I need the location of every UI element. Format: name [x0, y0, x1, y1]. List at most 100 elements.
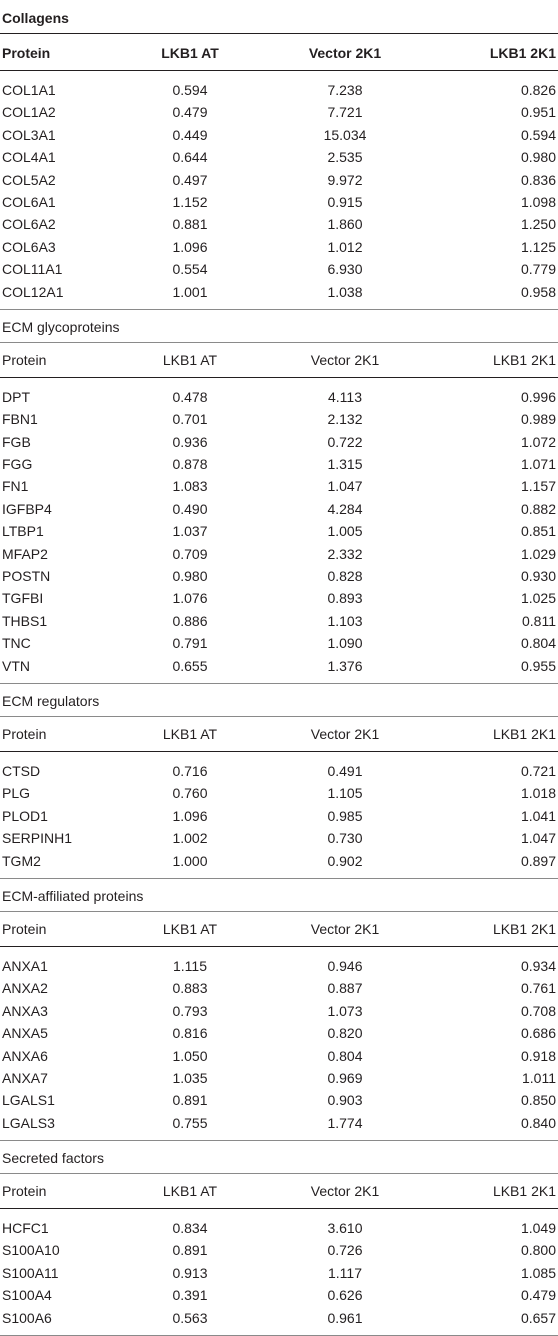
table-cell: 0.946 — [327, 957, 363, 974]
column-header-row: Protein LKB1 AT Vector 2K1 LKB1 2K1 — [0, 910, 558, 947]
table-cell: 0.800 — [520, 1242, 556, 1259]
table-row: COL6A1 1.152 0.915 1.098 — [0, 191, 558, 213]
table-cell: 1.001 — [172, 283, 208, 300]
section-rows: ANXA1 1.115 0.946 0.934 ANXA2 0.883 0.887 0.761… — [0, 947, 558, 1142]
table-cell: 1.315 — [327, 456, 363, 473]
table-cell: 0.449 — [172, 126, 208, 143]
table-cell: 0.969 — [327, 1069, 363, 1086]
table-cell: 0.891 — [172, 1092, 208, 1109]
table-cell: FGB — [2, 433, 31, 450]
section-rows: CTSD 0.716 0.491 0.721 PLG 0.760 1.105 1.018 PLO… — [0, 752, 558, 879]
table-cell: COL5A2 — [2, 171, 56, 188]
table-cell: VTN — [2, 657, 30, 674]
table-cell: 0.893 — [327, 590, 363, 607]
table-cell: 1.117 — [328, 1264, 362, 1281]
table-cell: CTSD — [2, 762, 41, 779]
table-cell: 0.478 — [172, 388, 208, 405]
column-header: LKB1 2K1 — [489, 45, 556, 61]
table-cell: 0.816 — [172, 1025, 208, 1042]
table-cell: 0.709 — [172, 545, 208, 562]
column-header: LKB1 AT — [161, 45, 219, 61]
table-cell: 1.096 — [172, 807, 208, 824]
table-cell: 1.152 — [172, 193, 208, 210]
table-cell: 0.730 — [327, 830, 363, 847]
table-cell: 0.828 — [327, 568, 363, 585]
table-row: ANXA3 0.793 1.073 0.708 — [0, 1000, 558, 1022]
table-cell: 2.132 — [327, 411, 363, 428]
table-cell: ANXA7 — [2, 1069, 48, 1086]
table-cell: 0.479 — [172, 104, 208, 121]
table-cell: 4.113 — [328, 388, 362, 405]
table-cell: COL6A3 — [2, 238, 56, 255]
column-header: Protein — [2, 45, 51, 61]
table-cell: 1.250 — [520, 216, 556, 233]
column-header: Vector 2K1 — [310, 1183, 380, 1200]
table-cell: TGM2 — [2, 852, 41, 869]
table-row: VTN 0.655 1.376 0.955 — [0, 655, 558, 677]
section-title: Collagens — [2, 10, 69, 26]
table-cell: 3.610 — [327, 1220, 363, 1237]
table-cell: 0.594 — [520, 126, 556, 143]
table-row: S100A4 0.391 0.626 0.479 — [0, 1284, 558, 1306]
table-cell: COL12A1 — [2, 283, 64, 300]
column-header-row: Protein LKB1 AT Vector 2K1 LKB1 2K1 — [0, 715, 558, 752]
section-title: Secreted factors — [2, 1150, 104, 1167]
table-cell: 0.491 — [327, 762, 363, 779]
column-header: Vector 2K1 — [310, 351, 380, 368]
section-title: ECM-affiliated proteins — [2, 887, 144, 904]
table-cell: 0.882 — [520, 500, 556, 517]
table-cell: PLOD1 — [2, 807, 48, 824]
table-cell: 0.721 — [520, 762, 556, 779]
table-cell: 0.791 — [172, 635, 208, 652]
table-cell: 0.726 — [327, 1242, 363, 1259]
table-cell: 0.594 — [172, 82, 208, 98]
table-cell: 0.886 — [172, 612, 208, 629]
table-cell: 0.913 — [172, 1264, 208, 1281]
table-row: LGALS1 0.891 0.903 0.850 — [0, 1089, 558, 1111]
table-cell: COL6A2 — [2, 216, 56, 233]
table-cell: 0.980 — [520, 149, 556, 166]
table-cell: 0.820 — [327, 1025, 363, 1042]
table-cell: 0.811 — [522, 612, 556, 629]
table-cell: IGFBP4 — [2, 500, 52, 517]
table-cell: 0.985 — [327, 807, 363, 824]
table-cell: 1.038 — [327, 283, 363, 300]
table-cell: ANXA6 — [2, 1047, 48, 1064]
column-header: Vector 2K1 — [308, 45, 382, 61]
table-row: CTSD 0.716 0.491 0.721 — [0, 760, 558, 782]
table-cell: 1.000 — [172, 852, 208, 869]
table-cell: 0.891 — [172, 1242, 208, 1259]
table-cell: 1.029 — [520, 545, 556, 562]
table-cell: 0.851 — [520, 523, 556, 540]
section-rows: DPT 0.478 4.113 0.996 FBN1 0.701 2.132 0.989 FGB… — [0, 378, 558, 684]
column-header: LKB1 2K1 — [492, 920, 556, 937]
table-cell: 1.002 — [172, 830, 208, 847]
table-cell: 0.961 — [327, 1309, 363, 1326]
table-cell: 0.779 — [520, 261, 556, 278]
table-row: ANXA1 1.115 0.946 0.934 — [0, 955, 558, 977]
table-cell: FGG — [2, 456, 33, 473]
table-cell: 0.902 — [327, 852, 363, 869]
table-cell: MFAP2 — [2, 545, 48, 562]
table-row: TGM2 1.000 0.902 0.897 — [0, 850, 558, 872]
table-cell: 1.103 — [327, 612, 363, 629]
column-header: Protein — [2, 920, 47, 937]
table-cell: 1.018 — [520, 785, 556, 802]
table-cell: ANXA5 — [2, 1025, 48, 1042]
column-header: LKB1 2K1 — [492, 725, 556, 742]
table-row: THBS1 0.886 1.103 0.811 — [0, 610, 558, 632]
table-cell: 1.085 — [520, 1264, 556, 1281]
table-cell: 1.011 — [522, 1069, 556, 1086]
column-header-row: Protein LKB1 AT Vector 2K1 LKB1 2K1 — [0, 33, 558, 71]
table-cell: 0.644 — [172, 149, 208, 166]
table-cell: 0.887 — [327, 980, 363, 997]
column-header-row: Protein LKB1 AT Vector 2K1 LKB1 2K1 — [0, 341, 558, 378]
table-cell: SERPINH1 — [2, 830, 73, 847]
column-header: Protein — [2, 725, 47, 742]
table-cell: 1.105 — [327, 785, 363, 802]
table-row: PLOD1 1.096 0.985 1.041 — [0, 805, 558, 827]
table-cell: 0.657 — [520, 1309, 556, 1326]
table-cell: 0.936 — [172, 433, 208, 450]
column-header: Protein — [2, 351, 47, 368]
